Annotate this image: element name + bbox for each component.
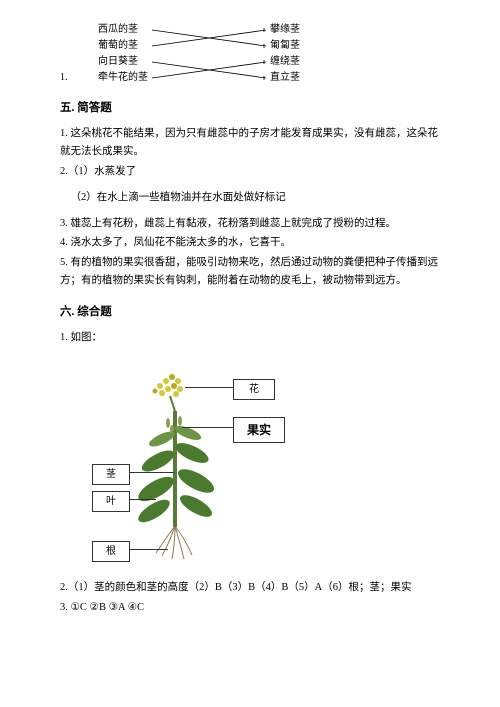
label-flower: 花 (233, 379, 275, 400)
label-leaf: 叶 (92, 491, 130, 512)
line-flower (185, 387, 233, 388)
label-root: 根 (92, 541, 130, 562)
section6-title: 六. 综合题 (60, 304, 440, 321)
match-left-1: 葡萄的茎 (98, 38, 138, 53)
s5-a3: 3. 雄蕊上有花粉，雌蕊上有黏液，花粉落到雌蕊上就完成了授粉的过程。 (60, 215, 440, 233)
label-fruit: 果实 (233, 417, 285, 443)
line-stem (130, 472, 174, 473)
s5-a2-1: 2.（1）水蒸发了 (60, 163, 440, 181)
s5-a5: 5. 有的植物的果实很香甜，能吸引动物来吃，然后通过动物的粪便把种子传播到远方；… (60, 254, 440, 290)
match-right-0: 攀缘茎 (270, 22, 300, 37)
match-left-2: 向日葵茎 (98, 54, 138, 69)
section5-title: 五. 简答题 (60, 100, 440, 117)
plant-diagram: 花 果实 茎 叶 根 (90, 361, 300, 561)
matching-diagram: 1. 西瓜的茎 葡萄的茎 向日葵茎 牵牛花的茎 攀缘茎 匍匐茎 缠绕茎 直立茎 (80, 20, 340, 88)
match-right-2: 缠绕茎 (270, 54, 300, 69)
s6-q2: 2.（1）茎的颜色和茎的高度（2）B（3）B（4）B（5）A（6）根；茎；果实 (60, 579, 440, 597)
s5-a4: 4. 浇水太多了，凤仙花不能浇太多的水，它喜干。 (60, 234, 440, 252)
line-fruit (182, 427, 233, 428)
match-right-1: 匍匐茎 (270, 38, 300, 53)
match-right-3: 直立茎 (270, 70, 300, 85)
match-left-3: 牵牛花的茎 (98, 70, 148, 85)
s5-a1: 1. 这朵桃花不能结果，因为只有雌蕊中的子房才能发育成果实，没有雌蕊，这朵花就无… (60, 125, 440, 161)
s6-q3: 3. ①C ②B ③A ④C (60, 599, 440, 617)
s5-a2-2: （2）在水上滴一些植物油并在水面处做好标记 (60, 189, 440, 207)
label-stem: 茎 (92, 464, 130, 485)
q1-number: 1. (60, 70, 68, 85)
line-leaf (130, 499, 156, 500)
match-left-0: 西瓜的茎 (98, 22, 138, 37)
s6-q1: 1. 如图： (60, 329, 440, 347)
line-root (130, 549, 168, 550)
